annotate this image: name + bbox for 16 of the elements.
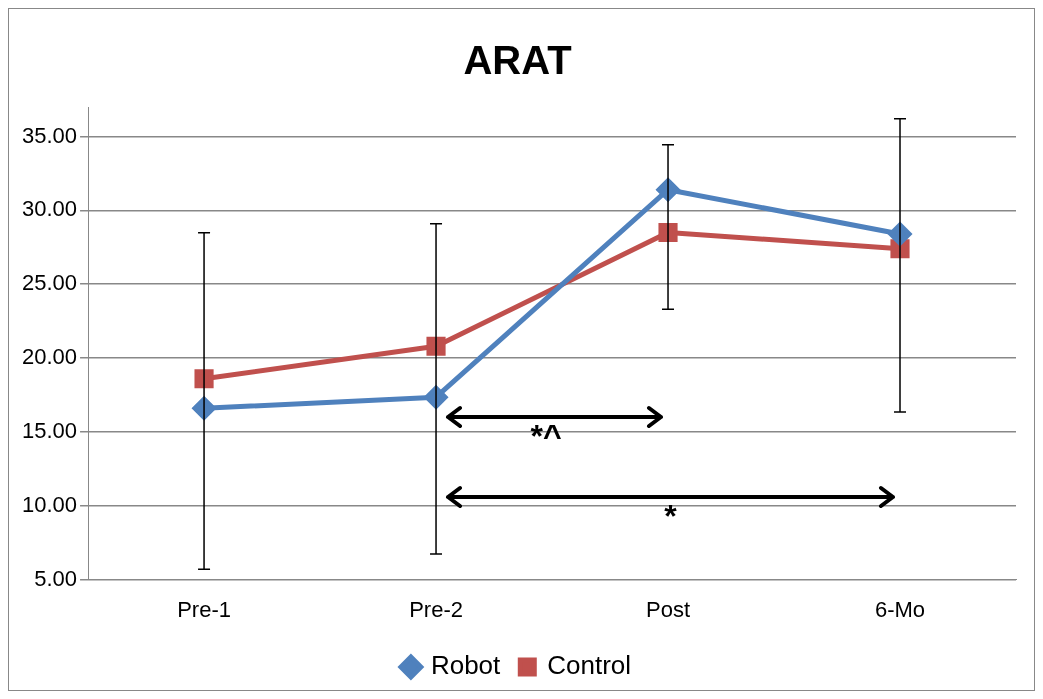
chart-title: ARAT [463,38,572,83]
y-tick-label: 35.00 [21,122,78,148]
annotation: *^ [529,417,563,454]
x-tick-label: Pre-2 [409,596,463,622]
annotation: * [663,497,678,534]
y-tick-label: 10.00 [21,491,78,517]
legend-label: Control [547,650,632,681]
x-tick-label: 6-Mo [874,596,926,622]
y-tick-label: 30.00 [21,196,78,222]
y-tick-label: 20.00 [21,344,78,370]
y-tick-label: 25.00 [21,270,78,296]
legend-label: Robot [430,650,502,681]
y-tick-label: 15.00 [21,417,78,443]
y-tick-label: 5.00 [34,565,78,591]
x-tick-label: Pre-1 [177,596,231,622]
x-tick-label: Post [646,596,691,622]
